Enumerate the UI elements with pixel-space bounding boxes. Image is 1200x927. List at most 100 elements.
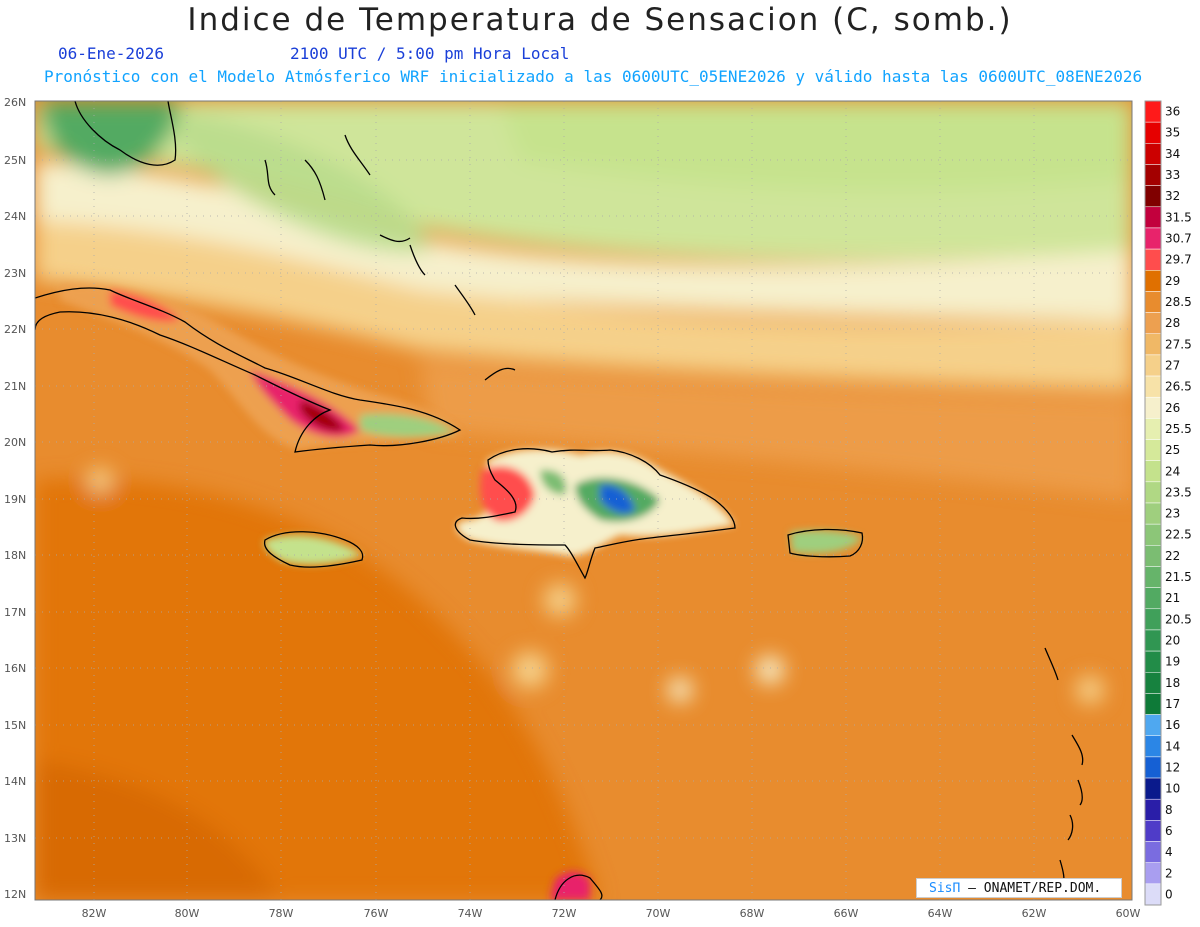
colorbar-swatch	[1144, 333, 1162, 356]
colorbar-label: 31.5	[1165, 210, 1192, 224]
lat-label: 17N	[4, 606, 26, 619]
colorbar-swatch	[1144, 185, 1162, 208]
lon-label: 60W	[1116, 907, 1141, 920]
lon-label: 76W	[364, 907, 389, 920]
lon-label: 82W	[82, 907, 107, 920]
colorbar-label: 14	[1165, 739, 1180, 753]
colorbar-label: 27.5	[1165, 337, 1192, 351]
colorbar-label: 25.5	[1165, 422, 1192, 436]
lon-label: 80W	[175, 907, 200, 920]
lat-label: 12N	[4, 888, 26, 901]
colorbar-label: 26.5	[1165, 380, 1192, 394]
temperature-field	[35, 101, 1132, 900]
colorbar-swatch	[1144, 777, 1162, 800]
colorbar-label: 6	[1165, 824, 1173, 838]
colorbar-label: 23.5	[1165, 485, 1192, 499]
colorbar-label: 4	[1165, 845, 1173, 859]
cuba-coast	[35, 287, 462, 453]
lat-label: 23N	[4, 267, 26, 280]
map-title: Indice de Temperatura de Sensacion (C, s…	[187, 2, 1013, 38]
colorbar-swatch	[1144, 227, 1162, 250]
colorbar-swatch	[1144, 439, 1162, 461]
colorbar-label: 21.5	[1165, 570, 1192, 584]
colorbar-label: 2	[1165, 866, 1173, 880]
colorbar-swatch	[1144, 841, 1162, 863]
lat-label: 21N	[4, 380, 26, 393]
colorbar-swatch	[1144, 523, 1162, 546]
bahamas-coast	[264, 134, 516, 381]
lat-label: 24N	[4, 210, 26, 223]
credit-brand: SisΠ	[929, 881, 961, 896]
lat-label: 22N	[4, 323, 26, 336]
colorbar-swatch	[1144, 164, 1162, 186]
jamaica-coast	[263, 531, 364, 568]
credit-box: SisΠ – ONAMET/REP.DOM.	[916, 878, 1122, 898]
hispaniola-coast	[454, 448, 736, 580]
colorbar-label: 35	[1165, 126, 1180, 140]
colorbar-swatch	[1144, 650, 1162, 673]
colorbar-swatch	[1144, 502, 1162, 525]
colorbar-label: 30.7	[1165, 232, 1192, 246]
lat-label: 15N	[4, 719, 26, 732]
colorbar-label: 29.7	[1165, 253, 1192, 267]
colorbar-swatch	[1144, 629, 1162, 652]
colorbar-swatch	[1144, 883, 1162, 906]
colorbar-swatch	[1144, 143, 1162, 165]
colorbar-swatch	[1144, 396, 1162, 419]
colorbar-swatch	[1144, 100, 1162, 123]
colorbar-swatch	[1144, 862, 1162, 885]
lat-label: 19N	[4, 493, 26, 506]
lat-label: 18N	[4, 549, 26, 562]
colorbar-label: 18	[1165, 676, 1180, 690]
lat-label: 16N	[4, 662, 26, 675]
lesser-antilles-coast	[1044, 647, 1084, 891]
colorbar-swatch	[1144, 121, 1162, 144]
colorbar-label: 28.5	[1165, 295, 1192, 309]
colorbar-swatch	[1144, 545, 1162, 567]
lat-label: 14N	[4, 775, 26, 788]
colorbar-swatch	[1144, 820, 1162, 842]
colorbar-label: 34	[1165, 147, 1180, 161]
credit-org: – ONAMET/REP.DOM.	[968, 881, 1102, 896]
colorbar-swatch	[1144, 206, 1162, 229]
colorbar-swatch	[1144, 735, 1162, 758]
colorbar-swatch	[1144, 418, 1162, 440]
colorbar: 363534333231.530.729.72928.52827.52726.5…	[1144, 100, 1192, 906]
colorbar-label: 10	[1165, 782, 1180, 796]
lon-label: 62W	[1022, 907, 1047, 920]
colorbar-label: 17	[1165, 697, 1180, 711]
colorbar-label: 29	[1165, 274, 1180, 288]
lon-label: 66W	[834, 907, 859, 920]
lon-label: 74W	[458, 907, 483, 920]
florida-coast	[74, 101, 177, 166]
colorbar-label: 36	[1165, 105, 1180, 119]
colorbar-swatch	[1144, 291, 1162, 313]
colorbar-label: 22.5	[1165, 528, 1192, 542]
forecast-time: 2100 UTC / 5:00 pm Hora Local	[290, 44, 570, 63]
colorbar-swatch	[1144, 270, 1162, 292]
lon-label: 72W	[552, 907, 577, 920]
colorbar-swatch	[1144, 312, 1162, 334]
lon-label: 64W	[928, 907, 953, 920]
colorbar-swatch	[1144, 672, 1162, 694]
colorbar-swatch	[1144, 693, 1162, 715]
colorbar-label: 33	[1165, 168, 1180, 182]
colorbar-label: 23	[1165, 507, 1180, 521]
colorbar-label: 20.5	[1165, 612, 1192, 626]
colorbar-label: 24	[1165, 464, 1180, 478]
colorbar-frame	[1144, 100, 1162, 906]
colorbar-swatch	[1144, 608, 1162, 631]
colorbar-label: 27	[1165, 358, 1180, 372]
lat-label: 13N	[4, 832, 26, 845]
colorbar-swatch	[1144, 460, 1162, 483]
colorbar-label: 12	[1165, 760, 1180, 774]
colorbar-label: 19	[1165, 655, 1180, 669]
colorbar-swatch	[1144, 481, 1162, 504]
lon-label: 70W	[646, 907, 671, 920]
colorbar-label: 25	[1165, 443, 1180, 457]
lon-label: 68W	[740, 907, 765, 920]
lat-label: 26N	[4, 96, 26, 109]
colorbar-swatch	[1144, 248, 1162, 271]
colorbar-swatch	[1144, 587, 1162, 610]
